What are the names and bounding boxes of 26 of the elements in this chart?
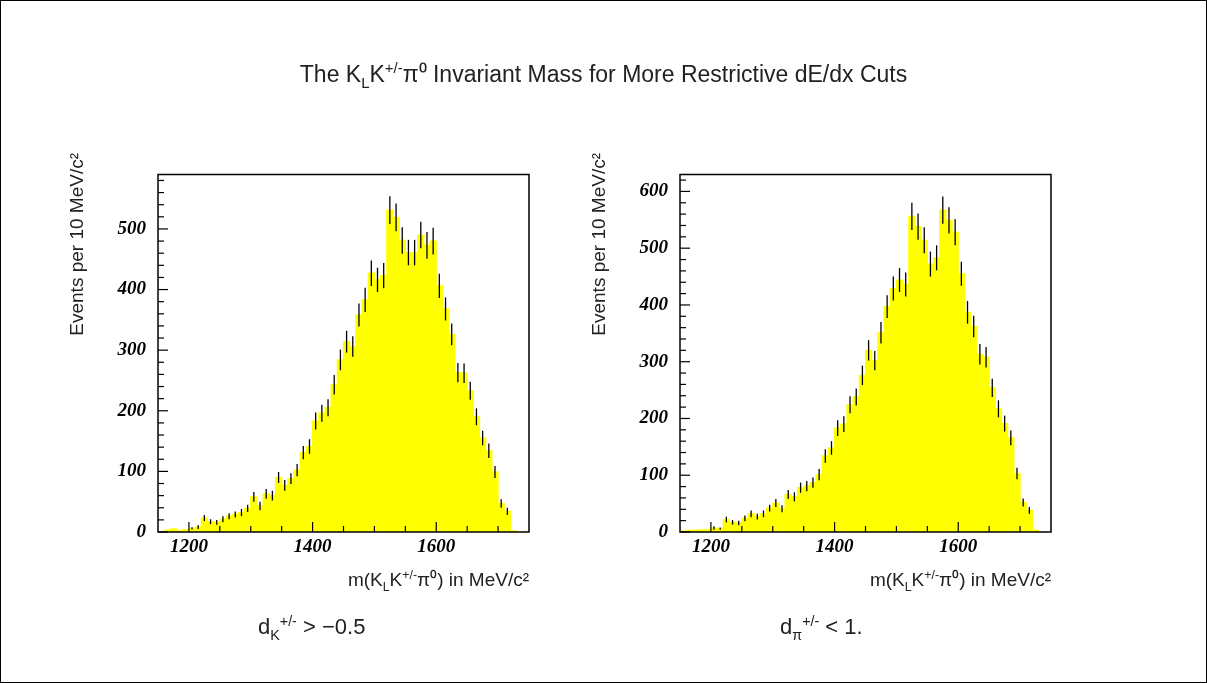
text: d$_{π}$$^{+/-}$ < 1. [780, 613, 863, 643]
text: d$_{K}$$^{+/-}$ > −0.5 [258, 613, 366, 643]
y-tick-label: 300 [638, 349, 669, 371]
x-tick-label: 1200 [691, 535, 731, 557]
y-tick-label: 200 [638, 406, 669, 428]
x-axis-title: m(K$_{L}$K$^{+/-}$π⁰) in MeV/c² [869, 566, 1051, 594]
y-tick-label: 600 [639, 179, 669, 201]
y-tick-label: 500 [117, 216, 147, 238]
y-tick-label: 300 [116, 338, 147, 360]
x-axis-title: m(K$_{L}$K$^{+/-}$π⁰) in MeV/c² [347, 566, 529, 594]
y-axis-title: Events per 10 MeV/c² [588, 153, 610, 336]
y-tick-label: 100 [639, 463, 669, 485]
y-tick-label: 100 [117, 459, 147, 481]
x-tick-label: 1400 [293, 535, 333, 557]
y-tick-label: 400 [116, 277, 147, 299]
x-tick-label: 1400 [815, 535, 855, 557]
y-tick-label: 500 [639, 236, 669, 258]
y-tick-label: 200 [116, 398, 147, 420]
y-tick-label: 0 [136, 519, 147, 541]
x-tick-label: 1600 [417, 535, 456, 557]
y-tick-label: 0 [658, 519, 669, 541]
x-tick-label: 1600 [939, 535, 978, 557]
x-tick-label: 1200 [169, 535, 209, 557]
y-axis-title: Events per 10 MeV/c² [66, 153, 88, 336]
y-tick-label: 400 [638, 292, 669, 314]
text: The K$_{L}$K$^{+/-}$π⁰ Invariant Mass for More Restrictive dE/dx Cuts [298, 58, 909, 91]
